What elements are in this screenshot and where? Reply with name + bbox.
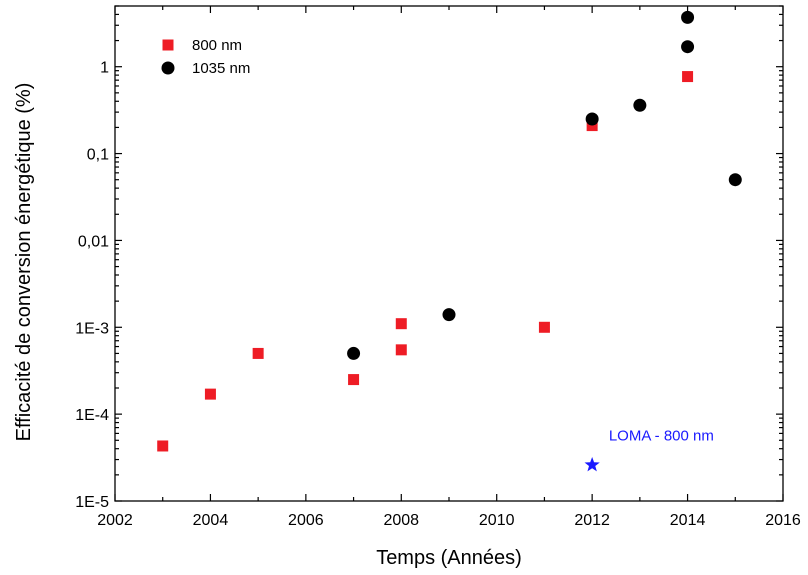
legend-marker-circle bbox=[161, 61, 175, 75]
data-point-circle bbox=[681, 10, 695, 24]
x-axis-title: Temps (Années) bbox=[376, 547, 522, 569]
x-tick-label: 2010 bbox=[479, 512, 515, 529]
y-tick-label: 1E-3 bbox=[75, 320, 109, 337]
x-tick-label: 2014 bbox=[670, 512, 706, 529]
data-point-circle bbox=[728, 173, 742, 187]
y-axis-title: Efficacité de conversion énergétique (%) bbox=[13, 83, 35, 442]
data-point-square bbox=[204, 388, 216, 400]
y-tick-label: 0,1 bbox=[87, 147, 109, 164]
data-points bbox=[157, 10, 742, 472]
data-point-circle bbox=[347, 346, 361, 360]
x-tick-label: 2008 bbox=[383, 512, 419, 529]
data-point-square bbox=[682, 71, 694, 83]
data-point-star bbox=[584, 456, 600, 472]
legend-label: 1035 nm bbox=[192, 60, 250, 77]
legend-marker-square bbox=[162, 39, 174, 51]
data-point-square bbox=[348, 374, 360, 386]
series-star bbox=[584, 456, 600, 472]
series-circle bbox=[347, 10, 742, 360]
x-tick-label: 2002 bbox=[97, 512, 133, 529]
x-tick-labels: 2002 2004 2006 2008 2010 2012 2014 2016 bbox=[97, 512, 801, 529]
data-point-circle bbox=[633, 98, 647, 112]
y-tick-label: 1E-4 bbox=[75, 407, 109, 424]
tick-marks bbox=[114, 5, 784, 502]
data-point-circle bbox=[442, 308, 456, 322]
y-tick-label: 1 bbox=[100, 60, 109, 77]
data-point-square bbox=[538, 321, 550, 333]
data-point-square bbox=[395, 344, 407, 356]
x-tick-label: 2016 bbox=[765, 512, 801, 529]
y-tick-label: 0,01 bbox=[78, 233, 109, 250]
data-point-square bbox=[395, 318, 407, 330]
data-point-circle bbox=[585, 112, 599, 126]
data-point-square bbox=[157, 440, 169, 452]
annotations: LOMA - 800 nm bbox=[609, 427, 714, 444]
x-tick-label: 2006 bbox=[288, 512, 324, 529]
legend: 800 nm 1035 nm bbox=[161, 37, 250, 77]
x-tick-label: 2004 bbox=[193, 512, 229, 529]
y-tick-labels: 1E-5 1E-4 1E-3 0,01 0,1 1 bbox=[75, 60, 109, 511]
data-point-circle bbox=[681, 40, 695, 54]
x-tick-label: 2012 bbox=[574, 512, 610, 529]
series-square bbox=[157, 71, 694, 452]
data-point-square bbox=[252, 347, 264, 359]
data-point-square bbox=[586, 120, 598, 132]
annotation-label: LOMA - 800 nm bbox=[609, 427, 714, 444]
y-tick-label: 1E-5 bbox=[75, 494, 109, 511]
legend-label: 800 nm bbox=[192, 37, 242, 54]
